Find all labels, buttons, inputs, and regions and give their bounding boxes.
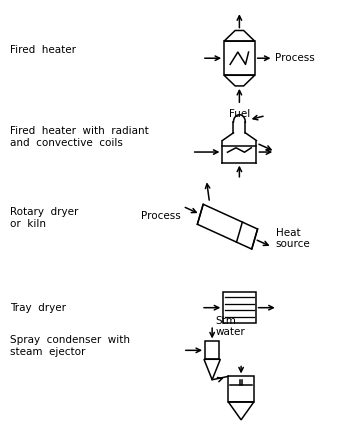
Text: Fired  heater: Fired heater <box>10 44 75 55</box>
Text: Process: Process <box>141 210 181 220</box>
Text: Fuel: Fuel <box>229 109 250 119</box>
Bar <box>223 292 256 323</box>
Text: Stm
water: Stm water <box>216 316 245 337</box>
Bar <box>205 341 219 359</box>
Text: Fired  heater  with  radiant
and  convective  coils: Fired heater with radiant and convective… <box>10 126 148 148</box>
Text: Tray  dryer: Tray dryer <box>10 303 66 313</box>
Bar <box>228 376 254 402</box>
Bar <box>224 41 255 75</box>
Text: Spray  condenser  with
steam  ejector: Spray condenser with steam ejector <box>10 335 130 357</box>
Text: Process: Process <box>275 53 315 63</box>
Text: Rotary  dryer
or  kiln: Rotary dryer or kiln <box>10 207 78 229</box>
Text: Heat
source: Heat source <box>276 228 310 249</box>
